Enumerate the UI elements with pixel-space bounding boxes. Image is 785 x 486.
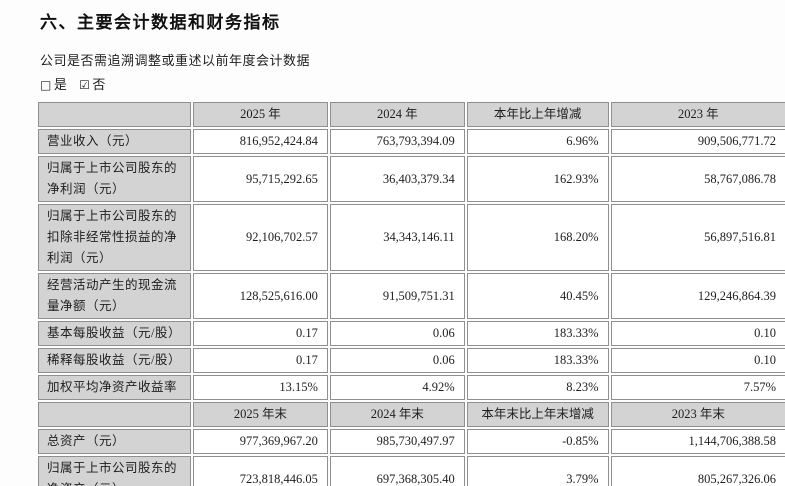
row-label: 总资产（元） xyxy=(38,429,192,454)
option-yes: □ 是 xyxy=(40,77,67,92)
table-row-total-assets: 总资产（元） 977,369,967.20 985,730,497.97 -0.… xyxy=(38,429,785,454)
column-header-2025: 2025 年 xyxy=(193,102,328,127)
cell-end-change: 3.79% xyxy=(466,456,609,486)
cell-2023: 7.57% xyxy=(610,375,785,400)
table-row-operating-cash-flow: 经营活动产生的现金流量净额（元） 128,525,616.00 91,509,7… xyxy=(38,273,785,319)
corner-cell-annual xyxy=(38,102,192,127)
cell-change: 8.23% xyxy=(466,375,609,400)
column-header-2025-end: 2025 年末 xyxy=(193,402,328,427)
row-label: 归属于上市公司股东的扣除非经常性损益的净利润（元） xyxy=(38,204,192,271)
column-header-change: 本年比上年增减 xyxy=(466,102,609,127)
annual-header-row: 2025 年 2024 年 本年比上年增减 2023 年 xyxy=(38,102,785,127)
cell-change: 40.45% xyxy=(466,273,609,319)
restatement-options: □ 是 ☑ 否 xyxy=(40,74,114,93)
cell-2023: 129,246,864.39 xyxy=(610,273,785,319)
cell-2024: 763,793,394.09 xyxy=(329,129,465,154)
table-row-basic-eps: 基本每股收益（元/股） 0.17 0.06 183.33% 0.10 xyxy=(38,321,785,346)
cell-2023: 909,506,771.72 xyxy=(610,129,785,154)
cell-2024: 36,403,379.34 xyxy=(329,156,465,202)
row-label: 稀释每股收益（元/股） xyxy=(38,348,192,373)
cell-2023: 0.10 xyxy=(610,348,785,373)
row-label: 归属于上市公司股东的净利润（元） xyxy=(38,156,192,202)
year-end-header-row: 2025 年末 2024 年末 本年末比上年末增减 2023 年末 xyxy=(38,402,785,427)
cell-change: 162.93% xyxy=(466,156,609,202)
option-yes-label: 是 xyxy=(53,77,68,92)
column-header-2024: 2024 年 xyxy=(329,102,465,127)
cell-2025: 816,952,424.84 xyxy=(193,129,328,154)
row-label: 归属于上市公司股东的净资产（元） xyxy=(38,456,192,486)
cell-2024-end: 697,368,305.40 xyxy=(329,456,465,486)
cell-change: 168.20% xyxy=(466,204,609,271)
cell-change: 183.33% xyxy=(466,321,609,346)
cell-2023: 56,897,516.81 xyxy=(610,204,785,271)
checkbox-unchecked-icon: □ xyxy=(40,78,52,92)
cell-2025: 0.17 xyxy=(193,348,328,373)
cell-2025: 0.17 xyxy=(193,321,328,346)
corner-cell-year-end xyxy=(38,402,192,427)
restatement-question: 公司是否需追溯调整或重述以前年度会计数据 xyxy=(40,53,311,68)
section-title: 六、主要会计数据和财务指标 xyxy=(40,13,281,32)
cell-change: 183.33% xyxy=(466,348,609,373)
table-row-weighted-roe: 加权平均净资产收益率 13.15% 4.92% 8.23% 7.57% xyxy=(38,375,785,400)
table-row-revenue: 营业收入（元） 816,952,424.84 763,793,394.09 6.… xyxy=(38,129,785,154)
table-row-deducted-net-profit: 归属于上市公司股东的扣除非经常性损益的净利润（元） 92,106,702.57 … xyxy=(38,204,785,271)
column-header-2023-end: 2023 年末 xyxy=(610,402,785,427)
cell-2023-end: 1,144,706,388.58 xyxy=(610,429,785,454)
cell-2024: 91,509,751.31 xyxy=(329,273,465,319)
cell-end-change: -0.85% xyxy=(466,429,609,454)
table-row-net-profit: 归属于上市公司股东的净利润（元） 95,715,292.65 36,403,37… xyxy=(38,156,785,202)
cell-2023: 58,767,086.78 xyxy=(610,156,785,202)
financial-indicators-table: 2025 年 2024 年 本年比上年增减 2023 年 营业收入（元） 816… xyxy=(36,100,785,486)
cell-change: 6.96% xyxy=(466,129,609,154)
cell-2024: 0.06 xyxy=(329,348,465,373)
checkbox-checked-icon: ☑ xyxy=(79,78,91,92)
cell-2024: 34,343,146.11 xyxy=(329,204,465,271)
cell-2025: 95,715,292.65 xyxy=(193,156,328,202)
cell-2024: 0.06 xyxy=(329,321,465,346)
option-no-label: 否 xyxy=(92,77,106,92)
cell-2024: 4.92% xyxy=(329,375,465,400)
cell-2023: 0.10 xyxy=(610,321,785,346)
cell-2023-end: 805,267,326.06 xyxy=(610,456,785,486)
column-header-2023: 2023 年 xyxy=(610,102,785,127)
row-label: 加权平均净资产收益率 xyxy=(38,375,192,400)
cell-2024-end: 985,730,497.97 xyxy=(329,429,465,454)
cell-2025: 128,525,616.00 xyxy=(193,273,328,319)
row-label: 营业收入（元） xyxy=(38,129,192,154)
table-row-net-assets: 归属于上市公司股东的净资产（元） 723,818,446.05 697,368,… xyxy=(38,456,785,486)
cell-2025-end: 977,369,967.20 xyxy=(193,429,328,454)
column-header-end-change: 本年末比上年末增减 xyxy=(466,402,609,427)
table-row-diluted-eps: 稀释每股收益（元/股） 0.17 0.06 183.33% 0.10 xyxy=(38,348,785,373)
cell-2025: 13.15% xyxy=(193,375,328,400)
row-label: 经营活动产生的现金流量净额（元） xyxy=(38,273,192,319)
option-no: ☑ 否 xyxy=(79,77,106,92)
cell-2025-end: 723,818,446.05 xyxy=(193,456,328,486)
cell-2025: 92,106,702.57 xyxy=(193,204,328,271)
row-label: 基本每股收益（元/股） xyxy=(38,321,192,346)
column-header-2024-end: 2024 年末 xyxy=(329,402,465,427)
